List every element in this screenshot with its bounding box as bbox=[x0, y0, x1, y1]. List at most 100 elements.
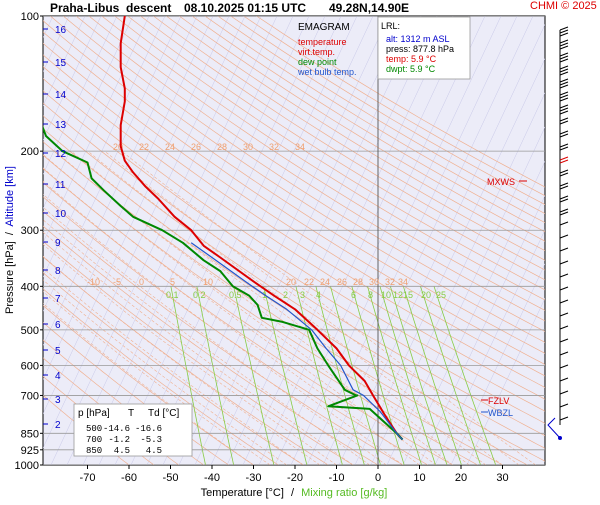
copyright: CHMI © 2025 bbox=[530, 0, 597, 12]
sounding-coords: 49.28N,14.90E bbox=[329, 1, 409, 15]
wind-barb bbox=[560, 209, 568, 212]
wind-barb bbox=[560, 30, 568, 33]
temperature-tick-label: -10 bbox=[329, 472, 345, 484]
mixing-ratio-label: 3 bbox=[300, 290, 305, 300]
wbzl-label: WBZL bbox=[488, 408, 513, 418]
legend-item: temperature bbox=[298, 37, 347, 47]
altitude-tick-label: 4 bbox=[55, 371, 61, 382]
table-cell: 4.5 bbox=[146, 446, 162, 456]
wind-barb bbox=[560, 27, 568, 30]
wind-barb bbox=[560, 53, 568, 56]
wind-barb bbox=[560, 79, 568, 82]
table-cell: -1.2 bbox=[108, 435, 130, 445]
wind-barb bbox=[560, 417, 568, 420]
table-cell: -5.3 bbox=[140, 435, 162, 445]
wind-barb bbox=[560, 339, 568, 342]
pressure-tick-label: 850 bbox=[21, 428, 39, 440]
altitude-tick-label: 9 bbox=[55, 238, 61, 249]
wind-barb bbox=[560, 85, 568, 88]
wind-barb bbox=[560, 111, 568, 114]
wind-barb bbox=[560, 92, 568, 95]
wind-barb bbox=[560, 235, 568, 238]
lrl-title: LRL: bbox=[381, 21, 400, 31]
altitude-tick-label: 3 bbox=[55, 395, 61, 406]
mixing-ratio-label: 4 bbox=[316, 290, 321, 300]
altitude-tick-label: 14 bbox=[55, 90, 67, 101]
wind-barb bbox=[560, 391, 568, 394]
wind-barb bbox=[560, 95, 568, 98]
wind-surface-trace bbox=[548, 418, 560, 438]
altitude-tick-label: 11 bbox=[55, 180, 66, 191]
table-cell: 700 bbox=[86, 435, 102, 445]
x-axis-title: Temperature [°C] / Mixing ratio [g/kg] bbox=[201, 487, 388, 499]
altitude-tick-label: 13 bbox=[55, 120, 67, 131]
dry-adiabat-label: 24 bbox=[165, 142, 175, 152]
dry-adiabat-label: 22 bbox=[139, 142, 149, 152]
lrl-temp: temp: 5.9 °C bbox=[386, 54, 437, 64]
mixing-ratio-label: 10 bbox=[381, 290, 391, 300]
pressure-tick-label: 500 bbox=[21, 325, 39, 337]
moist-adiabat-label: 26 bbox=[337, 277, 347, 287]
mixing-ratio-label: 15 bbox=[403, 290, 413, 300]
wind-barb bbox=[560, 222, 568, 225]
moist-adiabat-label: -10 bbox=[87, 277, 100, 287]
wind-barb bbox=[560, 105, 568, 108]
wind-barb bbox=[560, 108, 568, 111]
wind-barb bbox=[560, 183, 568, 186]
wind-barb bbox=[560, 157, 568, 160]
wind-barb bbox=[560, 261, 568, 264]
legend-item: wet bulb temp. bbox=[297, 67, 357, 77]
mixing-ratio-label: 12 bbox=[393, 290, 403, 300]
mixing-ratio-label: 20 bbox=[421, 290, 431, 300]
wind-barb bbox=[560, 300, 568, 303]
wind-barb bbox=[560, 134, 568, 137]
moist-adiabat-label: 5 bbox=[170, 277, 175, 287]
wind-barb bbox=[560, 248, 568, 251]
legend-item: virt.temp. bbox=[298, 47, 335, 57]
y-axis-label-altitude: Altitude [km] bbox=[4, 166, 16, 227]
pressure-tick-label: 700 bbox=[21, 390, 39, 402]
legend-item: dew point bbox=[298, 57, 337, 67]
table-cell: 500 bbox=[86, 424, 102, 434]
x-axis-label-sep: / bbox=[291, 487, 295, 499]
wind-barb bbox=[560, 365, 568, 368]
wind-barb bbox=[560, 160, 568, 163]
temperature-tick-label: -30 bbox=[246, 472, 262, 484]
legend-title: EMAGRAM bbox=[298, 22, 350, 33]
x-axis-label-mixing: Mixing ratio [g/kg] bbox=[301, 487, 387, 499]
altitude-tick-label: 6 bbox=[55, 320, 61, 331]
mixing-ratio-label: 0.1 bbox=[166, 290, 179, 300]
temperature-tick-label: -50 bbox=[163, 472, 179, 484]
moist-adiabat-label: 24 bbox=[320, 277, 330, 287]
moist-adiabat-label: 22 bbox=[304, 277, 314, 287]
table-header: p [hPa] bbox=[78, 408, 110, 419]
wind-barb bbox=[560, 82, 568, 85]
wind-barb bbox=[560, 46, 568, 49]
pressure-tick-label: 100 bbox=[21, 11, 39, 23]
wind-barb bbox=[560, 118, 568, 121]
wind-barb bbox=[560, 144, 568, 147]
wind-barb bbox=[560, 131, 568, 134]
temperature-tick-label: -70 bbox=[80, 472, 96, 484]
dry-adiabat-label: 34 bbox=[295, 142, 305, 152]
wind-barb bbox=[560, 98, 568, 101]
station-name: Praha-Libus bbox=[50, 1, 120, 15]
moist-adiabat-label: 10 bbox=[203, 277, 213, 287]
mixing-ratio-label: 0.5 bbox=[229, 290, 242, 300]
pressure-tick-label: 400 bbox=[21, 281, 39, 293]
altitude-tick-label: 10 bbox=[55, 209, 67, 220]
wind-barb bbox=[560, 72, 568, 75]
table-cell: 4.5 bbox=[114, 446, 130, 456]
dry-adiabat-label: 32 bbox=[269, 142, 279, 152]
moist-adiabat-label: 20 bbox=[286, 277, 296, 287]
wind-barb bbox=[560, 170, 568, 173]
lrl-alt: alt: 1312 m ASL bbox=[386, 34, 450, 44]
temperature-tick-label: -40 bbox=[204, 472, 220, 484]
y-axis-label-sep: / bbox=[4, 231, 16, 235]
temperature-tick-label: -60 bbox=[121, 472, 137, 484]
mxws-label: MXWS bbox=[487, 177, 515, 187]
wind-barb bbox=[560, 173, 568, 176]
sounding-datetime: 08.10.2025 01:15 UTC bbox=[184, 1, 306, 15]
